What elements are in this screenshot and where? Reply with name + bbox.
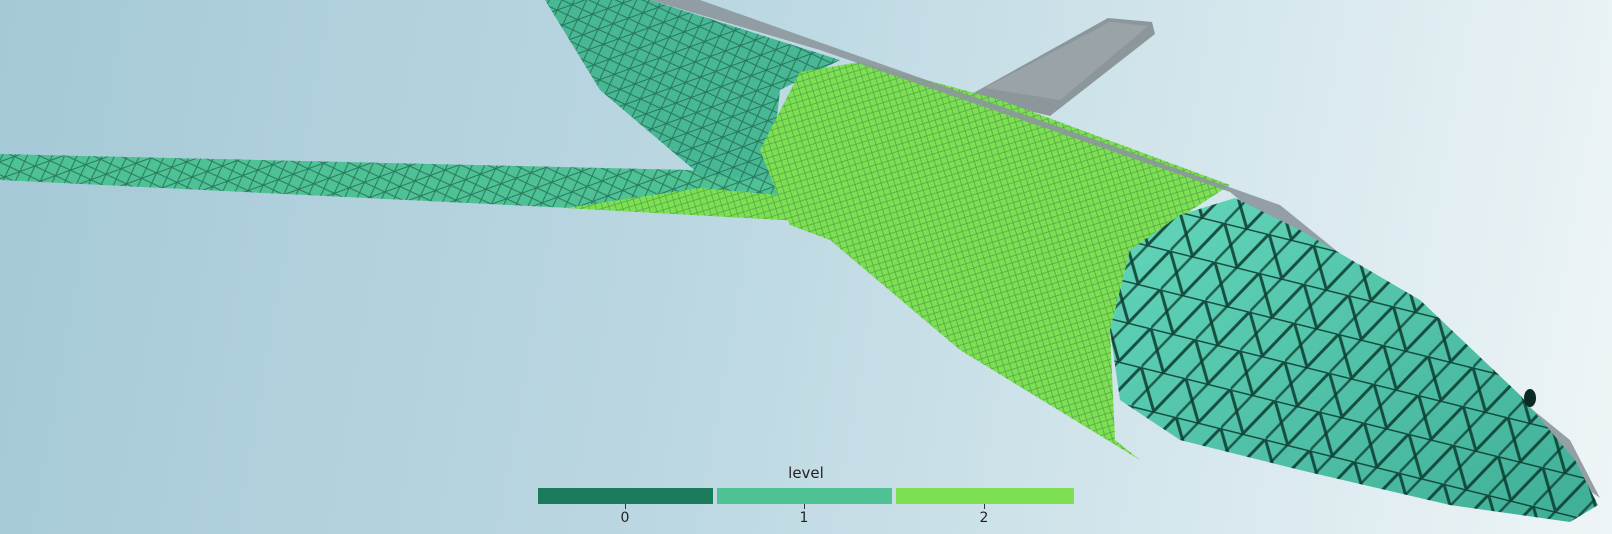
legend-tick [804,504,805,509]
nose-tip-dot [1524,389,1536,407]
legend-title: level [788,464,824,482]
legend-label-0: 0 [620,510,630,526]
color-legend: level 0 1 2 [538,464,1074,532]
legend-label-2: 2 [979,510,989,526]
legend-swatch-level-2 [896,488,1074,504]
legend-swatch-level-1 [717,488,892,504]
legend-tick [625,504,626,509]
tail-fin-highlight [985,22,1148,100]
legend-label-1: 1 [799,510,809,526]
legend-tick [984,504,985,509]
legend-swatch-level-0 [538,488,713,504]
